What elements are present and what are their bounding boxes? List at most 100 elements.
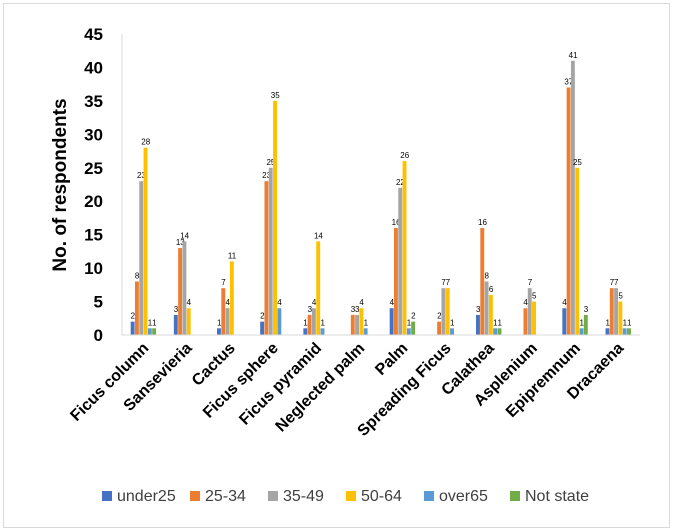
bar — [441, 288, 446, 335]
data-label: 23 — [137, 171, 146, 180]
data-label: 3 — [584, 305, 589, 314]
data-label: 3 — [351, 305, 356, 314]
bar — [493, 328, 498, 335]
data-label: 13 — [176, 238, 185, 247]
data-label: 7 — [528, 278, 533, 287]
legend: under25 25-34 35-49 50-64 over65 Not state — [102, 488, 589, 505]
bar — [570, 60, 575, 335]
data-label: 1 — [579, 318, 584, 327]
data-label: 6 — [489, 285, 494, 294]
bar — [437, 321, 442, 335]
bar — [134, 281, 139, 335]
legend-swatch — [424, 491, 434, 501]
bar — [566, 87, 571, 335]
data-label: 1 — [148, 318, 153, 327]
data-label: 41 — [569, 51, 578, 60]
data-label: 1 — [303, 318, 308, 327]
legend-swatch — [510, 491, 520, 501]
data-label: 7 — [610, 278, 615, 287]
bar — [622, 328, 627, 335]
bar — [411, 321, 416, 335]
bar — [532, 301, 536, 335]
bar — [139, 181, 144, 335]
bar — [389, 308, 394, 335]
bar — [320, 328, 325, 335]
bar — [359, 308, 364, 335]
bar — [268, 167, 273, 335]
bar — [398, 187, 403, 335]
data-label: 4 — [390, 298, 395, 307]
data-label: 3 — [476, 305, 481, 314]
bar — [579, 328, 584, 335]
data-label: 4 — [277, 298, 282, 307]
bar — [264, 181, 269, 335]
data-label: 1 — [450, 318, 455, 327]
bar — [609, 288, 614, 335]
legend-label: Not state — [525, 488, 589, 505]
bar — [575, 167, 580, 335]
bar — [225, 308, 230, 335]
data-label: 1 — [493, 318, 498, 327]
data-label: 1 — [217, 318, 222, 327]
legend-label: over65 — [439, 488, 488, 505]
data-label: 22 — [396, 178, 405, 187]
legend-swatch — [346, 491, 356, 501]
bar — [217, 328, 221, 335]
data-label: 1 — [605, 318, 610, 327]
bar — [221, 288, 226, 335]
data-label: 14 — [314, 231, 323, 240]
data-label: 16 — [478, 218, 487, 227]
data-label: 4 — [187, 298, 192, 307]
bar — [497, 328, 502, 335]
chart-area — [3, 3, 670, 528]
x-tick-label: Palm — [372, 340, 411, 379]
legend-label: under25 — [117, 488, 176, 505]
data-label: 8 — [485, 271, 490, 280]
data-label: 4 — [359, 298, 364, 307]
bar — [143, 147, 148, 335]
bar — [583, 314, 588, 335]
bar — [316, 241, 321, 335]
data-label: 1 — [497, 318, 502, 327]
bar — [152, 328, 157, 335]
x-tick-label: Epipremnum — [503, 340, 584, 421]
bar — [627, 328, 631, 335]
legend-swatch — [268, 491, 278, 501]
data-label: 1 — [152, 318, 157, 327]
y-tick-label: 30 — [84, 125, 103, 144]
bar — [618, 301, 623, 335]
data-label: 25 — [573, 158, 582, 167]
bar — [605, 328, 610, 335]
y-tick-label: 0 — [94, 326, 103, 345]
data-label: 7 — [221, 278, 226, 287]
data-label: 2 — [437, 312, 442, 321]
bar — [523, 308, 528, 335]
legend-label: 35-49 — [283, 488, 324, 505]
data-label: 37 — [564, 78, 573, 87]
bar — [307, 314, 312, 335]
data-label: 4 — [523, 298, 528, 307]
y-tick-label: 15 — [84, 226, 103, 245]
data-label: 8 — [135, 271, 140, 280]
data-label: 26 — [400, 151, 409, 160]
bar — [527, 288, 532, 335]
data-label: 3 — [308, 305, 313, 314]
data-label: 1 — [364, 318, 369, 327]
bar — [484, 281, 489, 335]
bar — [363, 328, 368, 335]
data-label: 5 — [618, 292, 623, 301]
data-label: 3 — [174, 305, 179, 314]
bar — [488, 294, 493, 335]
data-label: 2 — [411, 312, 416, 321]
data-label: 4 — [226, 298, 231, 307]
bar — [229, 261, 234, 335]
data-label: 16 — [392, 218, 401, 227]
bar — [186, 308, 191, 335]
bar — [178, 248, 183, 335]
y-tick-label: 25 — [84, 159, 103, 178]
bar — [130, 321, 135, 335]
y-tick-label: 5 — [94, 293, 103, 312]
bar — [476, 314, 480, 335]
bar — [614, 288, 619, 335]
